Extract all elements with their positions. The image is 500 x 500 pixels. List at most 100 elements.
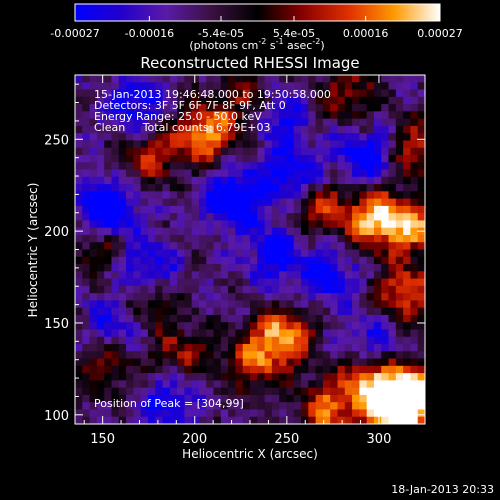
heatmap-cell	[177, 184, 185, 192]
heatmap-cell	[228, 351, 237, 360]
heatmap-cell	[403, 351, 412, 360]
heatmap-cell	[118, 82, 127, 91]
heatmap-cell	[279, 402, 288, 411]
heatmap-cell	[271, 300, 280, 309]
heatmap-cell	[301, 82, 309, 91]
heatmap-cell	[206, 227, 215, 236]
heatmap-cell	[330, 191, 339, 200]
x-tick-label: 200	[182, 432, 207, 447]
heatmap-cell	[322, 402, 331, 411]
heatmap-cell	[337, 271, 346, 280]
heatmap-cell	[89, 336, 98, 345]
heatmap-cell	[118, 409, 127, 418]
heatmap-cell	[228, 402, 237, 411]
heatmap-cell	[118, 104, 127, 112]
heatmap-cell	[395, 314, 404, 323]
heatmap-cell	[140, 191, 149, 200]
heatmap-cell	[155, 176, 164, 185]
heatmap-cell	[293, 336, 302, 345]
heatmap-cell	[133, 358, 142, 367]
heatmap-cell	[155, 416, 164, 424]
heatmap-cell	[198, 89, 207, 98]
heatmap-cell	[118, 264, 127, 272]
heatmap-cell	[147, 125, 156, 134]
heatmap-cell	[235, 293, 244, 301]
heatmap-cell	[126, 82, 134, 91]
heatmap-cell	[330, 82, 339, 91]
heatmap-cell	[337, 213, 346, 222]
heatmap-cell	[264, 249, 273, 258]
heatmap-cell	[330, 184, 339, 192]
heatmap-cell	[308, 118, 317, 127]
heatmap-cell	[308, 184, 317, 192]
heatmap-cell	[366, 125, 375, 134]
heatmap-cell	[395, 293, 404, 301]
heatmap-cell	[344, 394, 353, 403]
heatmap-cell	[410, 147, 419, 156]
heatmap-cell	[403, 271, 412, 280]
heatmap-cell	[264, 271, 273, 280]
heatmap-cell	[257, 147, 266, 156]
heatmap-cell	[330, 256, 339, 265]
heatmap-cell	[417, 220, 425, 229]
heatmap-cell	[162, 147, 171, 156]
heatmap-cell	[250, 264, 258, 272]
heatmap-cell	[220, 140, 229, 149]
heatmap-cell	[96, 111, 105, 120]
heatmap-cell	[344, 191, 353, 200]
heatmap-cell	[388, 351, 397, 360]
heatmap-cell	[82, 329, 91, 338]
heatmap-cell	[169, 285, 178, 294]
heatmap-cell	[373, 118, 382, 127]
heatmap-cell	[228, 176, 237, 185]
heatmap-cell	[155, 278, 164, 287]
heatmap-cell	[279, 358, 288, 367]
heatmap-cell	[235, 125, 244, 134]
heatmap-cell	[381, 147, 390, 156]
heatmap-cell	[271, 96, 280, 105]
heatmap-cell	[381, 271, 390, 280]
heatmap-cell	[403, 104, 412, 112]
heatmap-cell	[96, 169, 105, 178]
heatmap-cell	[352, 198, 360, 207]
heatmap-cell	[366, 336, 375, 345]
heatmap-cell	[111, 264, 120, 272]
heatmap-cell	[118, 176, 127, 185]
heatmap-cell	[352, 176, 360, 185]
heatmap-cell	[191, 176, 200, 185]
heatmap-cell	[228, 169, 237, 178]
heatmap-cell	[96, 191, 105, 200]
heatmap-cell	[147, 416, 156, 424]
heatmap-cell	[293, 220, 302, 229]
heatmap-cell	[257, 373, 266, 381]
heatmap-cell	[250, 82, 258, 91]
heatmap-cell	[133, 293, 142, 301]
heatmap-cell	[191, 307, 200, 316]
heatmap-cell	[308, 75, 317, 83]
heatmap-cell	[337, 154, 346, 163]
heatmap-cell	[403, 278, 412, 287]
heatmap-cell	[388, 140, 397, 149]
heatmap-cell	[177, 394, 185, 403]
heatmap-cell	[264, 373, 273, 381]
heatmap-cell	[403, 358, 412, 367]
heatmap-cell	[133, 125, 142, 134]
heatmap-cell	[126, 75, 134, 83]
heatmap-cell	[301, 358, 309, 367]
heatmap-cell	[96, 234, 105, 243]
heatmap-cell	[352, 344, 360, 352]
heatmap-cell	[352, 300, 360, 309]
heatmap-cell	[359, 75, 368, 83]
heatmap-cell	[417, 154, 425, 163]
heatmap-cell	[96, 351, 105, 360]
heatmap-cell	[140, 373, 149, 381]
heatmap-cell	[177, 133, 185, 142]
heatmap-cell	[264, 394, 273, 403]
heatmap-cell	[308, 89, 317, 98]
heatmap-cell	[308, 140, 317, 149]
heatmap-cell	[235, 387, 244, 396]
heatmap-cell	[381, 96, 390, 105]
heatmap-cell	[118, 169, 127, 178]
heatmap-cell	[286, 256, 295, 265]
heatmap-cell	[381, 249, 390, 258]
